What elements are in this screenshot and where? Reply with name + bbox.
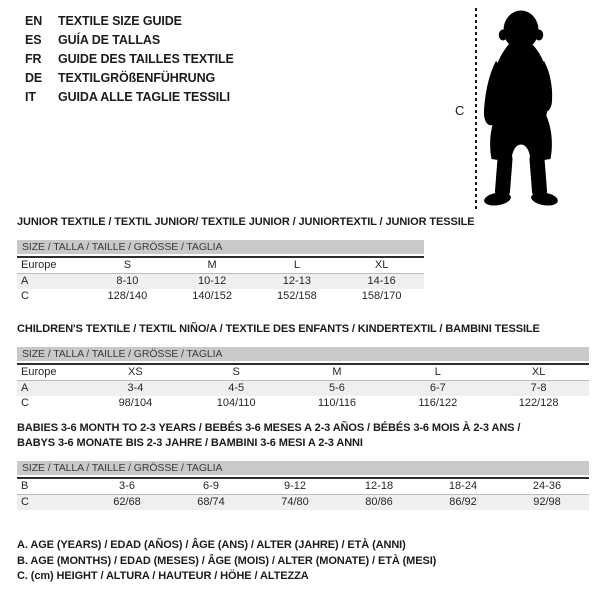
row-label: Europe bbox=[21, 366, 57, 378]
size-header-bar: SIZE / TALLA / TAILLE / GRÖSSE / TAGLIA bbox=[17, 347, 589, 361]
junior-section-title: JUNIOR TEXTILE / TEXTIL JUNIOR/ TEXTILE … bbox=[17, 216, 475, 228]
guide-title: TEXTILE SIZE GUIDE bbox=[58, 14, 182, 28]
value-cell: 8-10 bbox=[116, 275, 139, 287]
height-dashed-line bbox=[475, 8, 477, 209]
size-cell: M bbox=[207, 259, 217, 271]
value-cell: 5-6 bbox=[329, 382, 345, 394]
size-cell: XL bbox=[531, 366, 546, 378]
table-row-age-months: B 3-6 6-9 9-12 12-18 18-24 24-36 bbox=[17, 479, 589, 494]
row-divider bbox=[17, 494, 589, 495]
size-cell: L bbox=[293, 259, 300, 271]
row-label: Europe bbox=[21, 259, 57, 271]
lang-code: ES bbox=[25, 33, 42, 47]
value-cell: 18-24 bbox=[448, 480, 478, 492]
value-cell: 3-6 bbox=[119, 480, 135, 492]
guide-title: GUÍA DE TALLAS bbox=[58, 33, 161, 47]
size-cell: S bbox=[232, 366, 240, 378]
table-row-height: C 98/104 104/110 110/116 116/122 122/128 bbox=[17, 396, 589, 411]
table-row-europe: Europe XS S M L XL bbox=[17, 365, 589, 380]
table-row-age: A 8-10 10-12 12-13 14-16 bbox=[17, 274, 424, 289]
language-title-list: EN TEXTILE SIZE GUIDE ES GUÍA DE TALLAS … bbox=[25, 12, 234, 107]
value-cell: 68/74 bbox=[197, 496, 225, 508]
value-cell: 122/128 bbox=[518, 397, 559, 409]
lang-row-en: EN TEXTILE SIZE GUIDE bbox=[25, 12, 234, 31]
row-label: B bbox=[21, 480, 29, 492]
value-cell: 9-12 bbox=[283, 480, 307, 492]
table-rule bbox=[17, 363, 589, 365]
size-cell: XS bbox=[128, 366, 143, 378]
value-cell: 6-7 bbox=[429, 382, 446, 394]
value-cell: 12-18 bbox=[364, 480, 394, 492]
table-row-height: C 62/68 68/74 74/80 80/86 86/92 92/98 bbox=[17, 495, 589, 510]
row-label: A bbox=[21, 382, 29, 394]
value-cell: 14-16 bbox=[367, 275, 396, 287]
table-row-age: A 3-4 4-5 5-6 6-7 7-8 bbox=[17, 381, 589, 396]
lang-code: EN bbox=[25, 14, 43, 28]
value-cell: 98/104 bbox=[118, 397, 153, 409]
height-measure-label: C bbox=[455, 103, 465, 118]
legend-line-c: C. (cm) HEIGHT / ALTURA / HAUTEUR / HÖHE… bbox=[17, 570, 309, 582]
lang-code: FR bbox=[25, 52, 42, 66]
children-section-title: CHILDREN'S TEXTILE / TEXTIL NIÑO/A / TEX… bbox=[17, 323, 540, 335]
babies-size-table: SIZE / TALLA / TAILLE / GRÖSSE / TAGLIA … bbox=[17, 461, 589, 510]
row-label: A bbox=[21, 275, 29, 287]
value-cell: 152/158 bbox=[276, 290, 317, 302]
table-rule bbox=[17, 256, 424, 258]
value-cell: 158/170 bbox=[361, 290, 402, 302]
value-cell: 6-9 bbox=[203, 480, 219, 492]
value-cell: 116/122 bbox=[418, 397, 458, 409]
legend: A. AGE (YEARS) / EDAD (AÑOS) / ÂGE (ANS)… bbox=[17, 538, 436, 585]
size-header-bar: SIZE / TALLA / TAILLE / GRÖSSE / TAGLIA bbox=[17, 461, 589, 475]
value-cell: 10-12 bbox=[198, 275, 227, 287]
value-cell: 4-5 bbox=[228, 382, 245, 394]
lang-row-fr: FR GUIDE DES TAILLES TEXTILE bbox=[25, 50, 234, 69]
guide-title: TEXTILGRÖßENFÜHRUNG bbox=[58, 71, 216, 85]
value-cell: 24-36 bbox=[532, 480, 562, 492]
row-label: C bbox=[21, 290, 29, 302]
value-cell: 86/92 bbox=[449, 496, 477, 508]
lang-row-es: ES GUÍA DE TALLAS bbox=[25, 31, 234, 50]
value-cell: 62/68 bbox=[113, 496, 141, 508]
value-cell: 74/80 bbox=[281, 496, 309, 508]
value-cell: 80/86 bbox=[365, 496, 393, 508]
value-cell: 3-4 bbox=[127, 382, 144, 394]
value-cell: 140/152 bbox=[192, 290, 232, 302]
legend-line-b: B. AGE (MONTHS) / EDAD (MESES) / ÂGE (MO… bbox=[17, 554, 437, 567]
row-divider bbox=[17, 380, 589, 381]
lang-row-it: IT GUIDA ALLE TAGLIE TESSILI bbox=[25, 88, 234, 107]
lang-code: IT bbox=[25, 90, 36, 104]
legend-line-a: A. AGE (YEARS) / EDAD (AÑOS) / ÂGE (ANS)… bbox=[17, 539, 406, 551]
row-label: C bbox=[21, 397, 29, 409]
lang-row-de: DE TEXTILGRÖßENFÜHRUNG bbox=[25, 69, 234, 88]
value-cell: 104/110 bbox=[216, 397, 256, 409]
value-cell: 92/98 bbox=[533, 496, 561, 508]
size-cell: L bbox=[434, 366, 441, 378]
table-row-height: C 128/140 140/152 152/158 158/170 bbox=[17, 289, 424, 304]
babies-title-line2: BABYS 3-6 MONATE BIS 2-3 JAHRE / BAMBINI… bbox=[17, 437, 363, 449]
table-rule bbox=[17, 477, 589, 479]
children-size-table: SIZE / TALLA / TAILLE / GRÖSSE / TAGLIA … bbox=[17, 347, 589, 411]
value-cell: 7-8 bbox=[530, 382, 547, 394]
size-cell: XL bbox=[374, 259, 389, 271]
toddler-silhouette-icon bbox=[483, 10, 558, 206]
row-divider bbox=[17, 273, 424, 274]
guide-title: GUIDE DES TAILLES TEXTILE bbox=[58, 52, 234, 66]
size-cell: S bbox=[123, 259, 132, 271]
value-cell: 12-13 bbox=[282, 275, 311, 287]
babies-title-line1: BABIES 3-6 MONTH TO 2-3 YEARS / BEBÉS 3-… bbox=[17, 422, 521, 434]
babies-section-title: BABIES 3-6 MONTH TO 2-3 YEARS / BEBÉS 3-… bbox=[17, 421, 520, 451]
lang-code: DE bbox=[25, 71, 43, 85]
guide-title: GUIDA ALLE TAGLIE TESSILI bbox=[58, 90, 231, 104]
junior-size-table: SIZE / TALLA / TAILLE / GRÖSSE / TAGLIA … bbox=[17, 240, 424, 304]
value-cell: 128/140 bbox=[107, 290, 148, 302]
table-row-europe: Europe S M L XL bbox=[17, 258, 424, 273]
size-cell: M bbox=[332, 366, 342, 378]
row-label: C bbox=[21, 496, 29, 508]
value-cell: 110/116 bbox=[317, 397, 357, 409]
size-header-bar: SIZE / TALLA / TAILLE / GRÖSSE / TAGLIA bbox=[17, 240, 424, 254]
